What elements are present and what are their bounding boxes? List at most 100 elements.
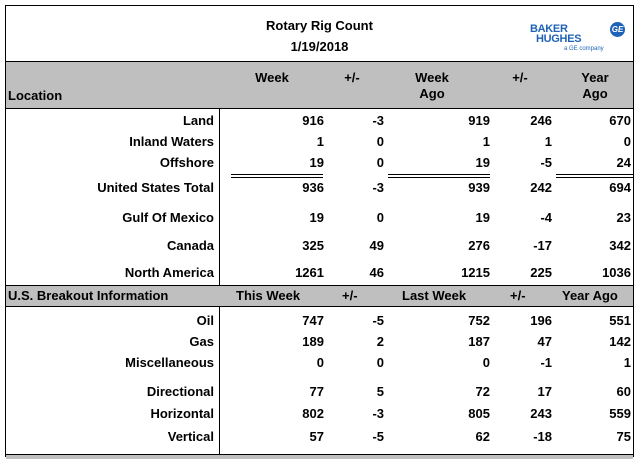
col-header-this-week: This Week (236, 288, 301, 303)
cell-change: 5 (376, 384, 384, 399)
cell-this-week: 77 (309, 384, 324, 399)
row-label: North America (124, 265, 214, 280)
cell-change-2: -5 (540, 155, 552, 170)
cell-year-ago: 670 (609, 113, 631, 128)
cell-change: 49 (369, 238, 384, 253)
table-row: Miscellaneous 0 0 0 -1 1 (6, 353, 633, 373)
cell-this-week: 0 (316, 355, 324, 370)
report-title: Rotary Rig Count (266, 18, 373, 33)
table-row: Gulf Of Mexico 19 0 19 -4 23 (6, 208, 633, 228)
cell-change-2: 47 (537, 334, 552, 349)
cell-change-2: 1 (544, 134, 552, 149)
cell-week-ago: 939 (468, 180, 490, 195)
cell-week-ago: 19 (475, 210, 490, 225)
col-header-week: Week (255, 70, 289, 85)
table-row: North America 1261 46 1215 225 1036 (6, 263, 633, 283)
cell-week: 916 (302, 113, 324, 128)
table-row: Directional 77 5 72 17 60 (6, 382, 633, 402)
col-header-change-2: +/- (510, 288, 526, 303)
total-double-rule (388, 174, 490, 178)
rig-count-table: Rotary Rig Count 1/19/2018 BAKER HUGHES … (5, 5, 634, 459)
cell-this-week: 57 (309, 429, 324, 444)
cell-week-ago: 19 (475, 155, 490, 170)
cell-change-2: 243 (530, 406, 552, 421)
logo-line-2: HUGHES (536, 33, 582, 45)
col-header-year-ago: Year Ago (562, 288, 618, 303)
cell-change: -5 (372, 313, 384, 328)
cell-change-2: -1 (540, 355, 552, 370)
cell-change-2: -18 (533, 429, 552, 444)
table-row: Oil 747 -5 752 196 551 (6, 311, 633, 331)
logo-subtitle: a GE company (564, 46, 604, 52)
col-header-change: +/- (344, 70, 360, 85)
column-divider (219, 108, 220, 285)
row-label: Land (182, 113, 214, 128)
logo-line-1: BAKER (530, 23, 568, 35)
row-label: Gulf Of Mexico (122, 210, 214, 225)
report-date: 1/19/2018 (290, 39, 349, 54)
cell-week-ago: 1 (482, 134, 490, 149)
cell-week: 19 (309, 155, 324, 170)
cell-year-ago: 342 (609, 238, 631, 253)
cell-change: 0 (376, 355, 384, 370)
row-label: Canada (167, 238, 214, 253)
cell-last-week: 72 (475, 384, 490, 399)
row-label: United States Total (97, 180, 214, 195)
cell-year-ago: 559 (609, 406, 631, 421)
cell-last-week: 752 (468, 313, 490, 328)
bottom-band (6, 454, 633, 459)
cell-change: -5 (372, 429, 384, 444)
breakout-header-band: U.S. Breakout Information This Week +/- … (6, 285, 633, 307)
cell-year-ago: 694 (609, 180, 631, 195)
cell-this-week: 802 (302, 406, 324, 421)
table-row: Horizontal 802 -3 805 243 559 (6, 404, 633, 424)
row-label: Vertical (167, 429, 214, 444)
table-row: Canada 325 49 276 -17 342 (6, 236, 633, 256)
cell-last-week: 187 (468, 334, 490, 349)
cell-change: -3 (372, 406, 384, 421)
table-row: Inland Waters 1 0 1 1 0 (6, 132, 633, 152)
cell-change-2: 196 (530, 313, 552, 328)
row-label: Gas (189, 334, 214, 349)
col-header-week-ago-line1: Week (415, 70, 449, 85)
col-header-change-2: +/- (512, 70, 528, 85)
row-label: Offshore (159, 155, 214, 170)
cell-year-ago: 24 (616, 155, 631, 170)
cell-year-ago: 60 (616, 384, 631, 399)
cell-year-ago: 75 (616, 429, 631, 444)
cell-change-2: 242 (530, 180, 552, 195)
cell-change-2: 225 (530, 265, 552, 280)
table-row: Gas 189 2 187 47 142 (6, 332, 633, 352)
baker-hughes-logo: BAKER HUGHES a GE company GE (530, 22, 630, 56)
col-header-location: Location (8, 88, 63, 103)
cell-change: 2 (376, 334, 384, 349)
cell-this-week: 747 (302, 313, 324, 328)
cell-year-ago: 0 (623, 134, 631, 149)
cell-change: 0 (376, 210, 384, 225)
ge-monogram-icon: GE (610, 22, 625, 37)
table-row: Offshore 19 0 19 -5 24 (6, 153, 633, 173)
col-header-week-ago-line2: Ago (419, 86, 445, 101)
cell-change: 0 (376, 155, 384, 170)
cell-year-ago: 142 (609, 334, 631, 349)
table-row-total: United States Total 936 -3 939 242 694 (6, 178, 633, 198)
cell-week: 936 (302, 180, 324, 195)
cell-year-ago: 1036 (602, 265, 631, 280)
row-label: Inland Waters (129, 134, 214, 149)
col-header-last-week: Last Week (402, 288, 467, 303)
cell-change: 46 (369, 265, 384, 280)
cell-change-2: 246 (530, 113, 552, 128)
cell-week-ago: 1215 (461, 265, 490, 280)
total-double-rule (231, 174, 323, 178)
cell-year-ago: 551 (609, 313, 631, 328)
cell-week-ago: 276 (468, 238, 490, 253)
cell-change: -3 (372, 180, 384, 195)
cell-week: 1 (316, 134, 324, 149)
col-header-year-ago-line2: Ago (582, 86, 608, 101)
cell-week: 19 (309, 210, 324, 225)
cell-last-week: 62 (475, 429, 490, 444)
cell-week: 1261 (295, 265, 324, 280)
cell-change-2: -4 (540, 210, 552, 225)
table-row: Vertical 57 -5 62 -18 75 (6, 427, 633, 447)
cell-week-ago: 919 (468, 113, 490, 128)
